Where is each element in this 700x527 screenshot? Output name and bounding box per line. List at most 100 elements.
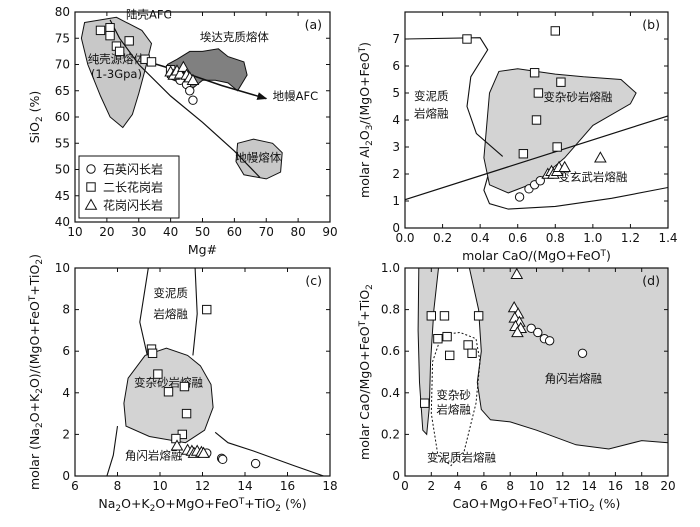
y-tick-label-b-3: 3 — [392, 140, 400, 154]
field-label-metapelite-melt: 变泥质岩熔融 — [427, 450, 496, 464]
line-crustal-afc-curve — [109, 19, 261, 178]
legend-marker-2 — [84, 198, 98, 210]
point-d-circle-3 — [544, 336, 555, 346]
y-tick-label-b-6: 6 — [392, 59, 400, 73]
plot-area-a — [80, 16, 283, 180]
point-d-circle-0 — [526, 323, 536, 334]
point-b-triangle-6 — [594, 151, 607, 163]
y-tick-label-b-0: 0 — [392, 221, 400, 235]
x-tick-label-b-4: 0.8 — [546, 231, 565, 245]
point-d-square-2 — [439, 311, 450, 321]
point-b-square-6 — [518, 149, 529, 159]
field-label-amphibolite-field: 变玄武岩熔融 — [558, 170, 627, 184]
point-a-circle-2 — [185, 86, 195, 96]
y-tick-label-c-4: 8 — [62, 303, 70, 317]
y-axis-label-d: molar CaO/MgO+FeOT+TiO2 — [357, 284, 375, 460]
y-tick-label-d-2: 0.4 — [381, 386, 400, 400]
point-b-circle-0 — [514, 192, 525, 202]
point-d-square-5 — [442, 331, 452, 342]
point-b-square-7 — [552, 142, 562, 152]
field-boundary-amphibolite-field — [483, 176, 668, 210]
y-tick-label-c-2: 4 — [62, 386, 70, 400]
field-label-metagreywacke-field: 变杂砂 — [436, 388, 471, 402]
x-tick-label-a-8: 90 — [322, 225, 337, 239]
field-label2-metapelite-field: 岩熔融 — [153, 307, 188, 321]
x-tick-label-c-4: 14 — [237, 479, 252, 493]
panel-label-d: (d) — [642, 273, 660, 288]
y-tick-label-a-2: 50 — [55, 163, 70, 177]
point-c-circle-3 — [250, 458, 261, 469]
y-tick-label-d-1: 0.2 — [381, 427, 400, 441]
point-d-circle-1 — [533, 327, 543, 338]
x-tick-label-d-0: 0 — [401, 479, 409, 493]
point-d-square-7 — [467, 348, 477, 358]
y-tick-label-a-8: 80 — [55, 5, 70, 19]
point-d-circle-4 — [577, 348, 588, 358]
plot-area-d — [417, 268, 668, 467]
x-tick-label-b-5: 1.0 — [583, 231, 602, 245]
field-metapelite-melt — [417, 268, 440, 436]
point-d-triangle-7 — [511, 325, 524, 338]
x-tick-label-d-10: 20 — [660, 479, 675, 493]
point-c-square-2 — [147, 348, 158, 358]
point-d-square-6 — [463, 340, 473, 350]
field-label-adakite-melt: 埃达克质熔体 — [200, 30, 269, 44]
y-tick-label-b-2: 2 — [392, 167, 400, 181]
point-a-square-7 — [146, 57, 157, 67]
point-b-square-1 — [550, 26, 560, 36]
x-tick-label-a-0: 10 — [67, 225, 82, 239]
field-boundary-amphibolite-field — [106, 426, 324, 476]
legend-label-0: 石英闪长岩 — [103, 162, 163, 177]
line-boundary-line — [404, 115, 669, 201]
y-tick-label-c-0: 0 — [62, 469, 70, 483]
y-tick-label-d-3: 0.6 — [381, 344, 400, 358]
point-b-square-0 — [462, 34, 472, 44]
point-c-triangle-6 — [197, 446, 210, 458]
field-label-crustal-melt: 纯壳源熔体 — [88, 52, 146, 66]
x-tick-label-c-6: 18 — [322, 479, 337, 493]
point-a-square-2 — [105, 30, 115, 41]
x-tick-label-a-4: 50 — [195, 225, 210, 239]
x-tick-label-c-1: 8 — [114, 479, 122, 493]
y-tick-label-b-5: 5 — [392, 86, 400, 100]
x-tick-label-b-1: 0.2 — [433, 231, 452, 245]
field-amphibolite-melt — [468, 268, 668, 450]
x-axis-label-c: Na2O+K2O+MgO+FeOT+TiO2 (%) — [98, 496, 306, 514]
x-tick-label-a-2: 30 — [131, 225, 146, 239]
x-tick-label-d-9: 18 — [634, 479, 649, 493]
y-tick-label-c-5: 10 — [55, 261, 70, 275]
y-tick-label-a-4: 60 — [55, 110, 70, 124]
x-tick-label-d-5: 10 — [529, 479, 544, 493]
y-tick-label-a-1: 45 — [55, 189, 70, 203]
field-label-amphibolite-melt: 角闪岩熔融 — [545, 371, 603, 385]
point-c-triangle-0 — [170, 439, 184, 451]
point-a-square-5 — [124, 36, 134, 46]
field-label2-metagreywacke-field: 岩熔融 — [436, 403, 471, 417]
line-mantle-afc-arrow — [148, 61, 268, 100]
point-c-square-5 — [163, 387, 174, 397]
x-tick-label-d-4: 8 — [506, 479, 514, 493]
point-c-square-6 — [181, 408, 192, 419]
legend-label-2: 花岗闪长岩 — [103, 198, 163, 213]
x-tick-label-b-0: 0.0 — [395, 231, 414, 245]
point-d-triangle-0 — [510, 267, 524, 279]
y-tick-label-d-4: 0.8 — [381, 303, 400, 317]
point-d-triangle-1 — [507, 301, 521, 313]
point-d-square-0 — [420, 398, 430, 408]
y-tick-label-a-0: 40 — [55, 215, 70, 229]
line-label-mantle-afc-arrow: 地幔AFC — [273, 89, 319, 103]
x-tick-label-b-6: 1.2 — [621, 231, 640, 245]
point-d-square-1 — [426, 311, 437, 321]
y-tick-label-b-1: 1 — [392, 194, 400, 208]
x-tick-label-a-1: 20 — [99, 225, 114, 239]
legend-marker-0 — [86, 164, 96, 174]
y-tick-label-a-5: 65 — [55, 84, 70, 98]
point-b-square-5 — [531, 115, 542, 125]
panel-label-b: (b) — [642, 17, 660, 32]
x-tick-label-c-2: 10 — [152, 479, 167, 493]
x-axis-label-b: molar CaO/(MgO+FeOT) — [462, 248, 611, 263]
